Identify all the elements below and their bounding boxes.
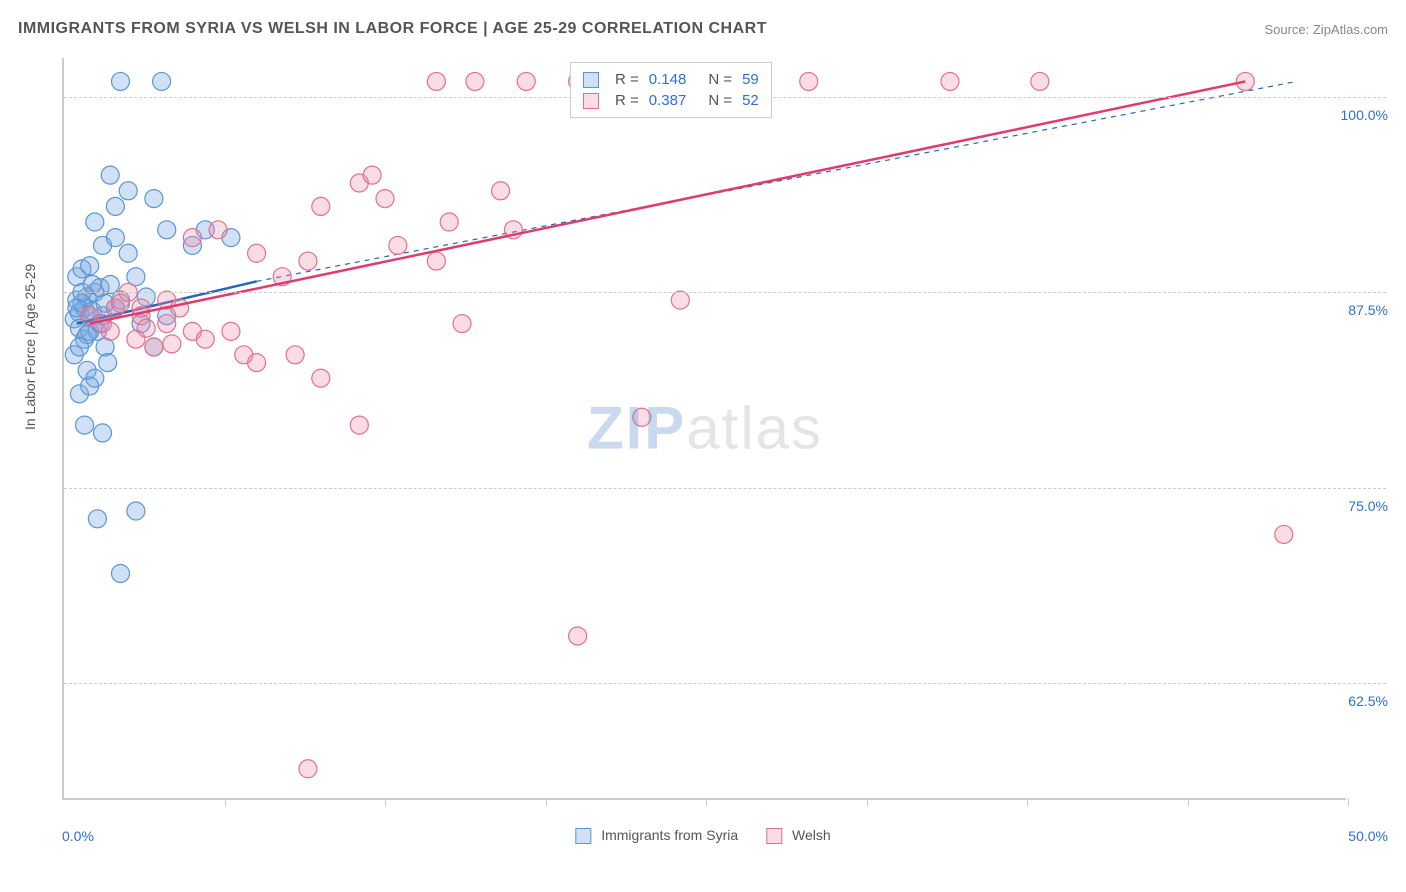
scatter-point-welsh — [145, 338, 163, 356]
scatter-point-welsh — [163, 335, 181, 353]
scatter-point-welsh — [171, 299, 189, 317]
scatter-point-welsh — [299, 760, 317, 778]
scatter-point-syria — [127, 502, 145, 520]
x-axis-min-label: 0.0% — [62, 828, 94, 844]
scatter-point-welsh — [299, 252, 317, 270]
legend-item-syria: Immigrants from Syria — [575, 827, 738, 844]
scatter-point-welsh — [427, 72, 445, 90]
scatter-point-syria — [111, 72, 129, 90]
scatter-point-welsh — [286, 346, 304, 364]
scatter-point-welsh — [363, 166, 381, 184]
y-tick-label: 75.0% — [1348, 498, 1388, 514]
chart-title: IMMIGRANTS FROM SYRIA VS WELSH IN LABOR … — [18, 20, 767, 38]
scatter-point-syria — [101, 166, 119, 184]
scatter-point-welsh — [196, 330, 214, 348]
scatter-point-welsh — [248, 354, 266, 372]
scatter-point-welsh — [222, 322, 240, 340]
y-axis-label: In Labor Force | Age 25-29 — [22, 264, 38, 430]
legend-label-welsh: Welsh — [792, 827, 831, 843]
chart-header: IMMIGRANTS FROM SYRIA VS WELSH IN LABOR … — [18, 20, 1388, 38]
scatter-point-syria — [94, 424, 112, 442]
legend-item-welsh: Welsh — [766, 827, 831, 844]
scatter-chart: ZIPatlas — [62, 58, 1346, 800]
scatter-point-welsh — [312, 197, 330, 215]
scatter-point-syria — [70, 338, 88, 356]
x-tick — [706, 798, 707, 806]
scatter-point-syria — [106, 229, 124, 247]
gridline — [64, 683, 1386, 684]
scatter-point-welsh — [440, 213, 458, 231]
scatter-point-welsh — [127, 330, 145, 348]
scatter-point-syria — [145, 190, 163, 208]
y-tick-label: 62.5% — [1348, 693, 1388, 709]
x-tick — [867, 798, 868, 806]
x-tick — [225, 798, 226, 806]
scatter-point-welsh — [569, 627, 587, 645]
scatter-point-welsh — [248, 244, 266, 262]
scatter-point-syria — [88, 510, 106, 528]
x-axis-max-label: 50.0% — [1348, 828, 1388, 844]
scatter-point-syria — [81, 377, 99, 395]
scatter-point-welsh — [376, 190, 394, 208]
y-tick-label: 100.0% — [1341, 107, 1388, 123]
scatter-point-welsh — [158, 315, 176, 333]
scatter-point-welsh — [492, 182, 510, 200]
x-tick — [546, 798, 547, 806]
scatter-point-syria — [106, 197, 124, 215]
scatter-point-syria — [158, 221, 176, 239]
swatch-welsh — [583, 93, 599, 109]
legend-label-syria: Immigrants from Syria — [601, 827, 738, 843]
swatch-syria — [583, 72, 599, 88]
scatter-point-welsh — [101, 322, 119, 340]
scatter-point-welsh — [671, 291, 689, 309]
scatter-point-syria — [119, 182, 137, 200]
x-tick — [385, 798, 386, 806]
scatter-point-welsh — [350, 416, 368, 434]
gridline — [64, 292, 1386, 293]
scatter-point-welsh — [941, 72, 959, 90]
scatter-point-syria — [119, 244, 137, 262]
stats-row-welsh: R = 0.387 N = 52 — [583, 90, 759, 111]
swatch-syria-icon — [575, 828, 591, 844]
x-tick — [1188, 798, 1189, 806]
r-value-syria: 0.148 — [649, 71, 687, 88]
scatter-point-welsh — [312, 369, 330, 387]
scatter-point-welsh — [1031, 72, 1049, 90]
scatter-point-welsh — [633, 408, 651, 426]
series-legend: Immigrants from Syria Welsh — [575, 827, 830, 844]
trendline-dash-syria — [257, 81, 1297, 281]
scatter-point-welsh — [517, 72, 535, 90]
scatter-point-syria — [101, 276, 119, 294]
source-attribution: Source: ZipAtlas.com — [1264, 22, 1388, 37]
n-value-welsh: 52 — [742, 92, 759, 109]
stats-row-syria: R = 0.148 N = 59 — [583, 69, 759, 90]
scatter-point-welsh — [183, 229, 201, 247]
n-value-syria: 59 — [742, 71, 759, 88]
scatter-point-welsh — [389, 236, 407, 254]
swatch-welsh-icon — [766, 828, 782, 844]
r-value-welsh: 0.387 — [649, 92, 687, 109]
scatter-point-welsh — [453, 315, 471, 333]
scatter-point-welsh — [209, 221, 227, 239]
scatter-point-welsh — [466, 72, 484, 90]
scatter-point-syria — [81, 257, 99, 275]
scatter-point-syria — [76, 416, 94, 434]
scatter-point-syria — [99, 354, 117, 372]
scatter-point-welsh — [1275, 525, 1293, 543]
scatter-point-syria — [153, 72, 171, 90]
plot-svg — [64, 58, 1346, 798]
scatter-point-syria — [86, 213, 104, 231]
gridline — [64, 488, 1386, 489]
scatter-point-syria — [111, 564, 129, 582]
correlation-stats-box: R = 0.148 N = 59 R = 0.387 N = 52 — [570, 62, 772, 118]
scatter-point-welsh — [800, 72, 818, 90]
y-tick-label: 87.5% — [1348, 302, 1388, 318]
scatter-point-welsh — [427, 252, 445, 270]
x-tick — [1027, 798, 1028, 806]
x-tick — [1348, 798, 1349, 806]
scatter-point-syria — [83, 276, 101, 294]
